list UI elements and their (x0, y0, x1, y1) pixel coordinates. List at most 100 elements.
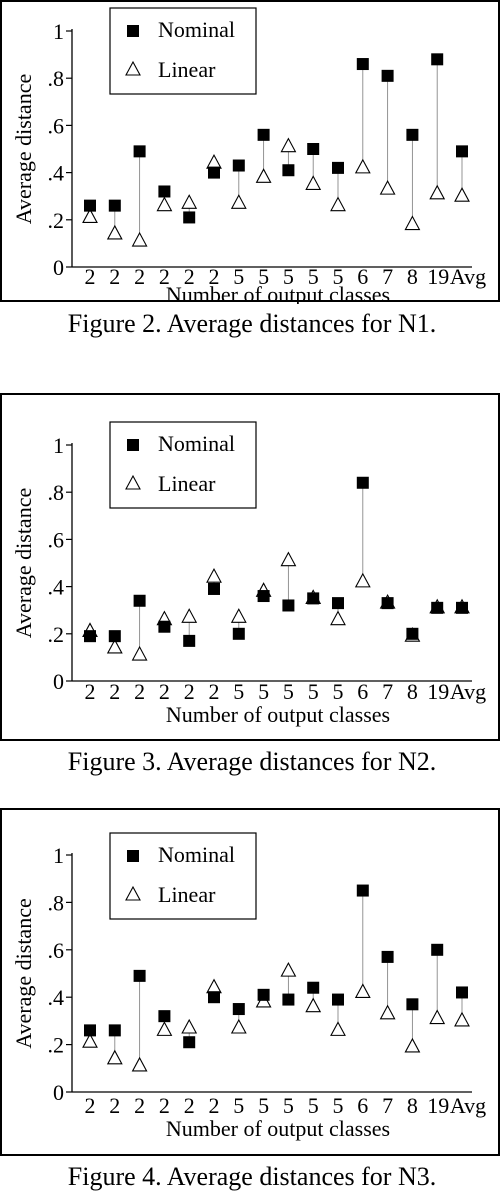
linear-point (330, 196, 346, 212)
legend: Nominal Linear (109, 421, 257, 509)
nominal-point (431, 53, 444, 66)
x-tick-label: 19 (427, 679, 449, 704)
linear-point (354, 158, 371, 174)
x-tick-label: Avg (450, 264, 486, 289)
nominal-point (332, 161, 344, 174)
linear-point (280, 551, 297, 567)
nominal-point (208, 582, 220, 595)
x-tick-label: 5 (283, 679, 294, 704)
x-tick-label: 2 (184, 679, 195, 704)
x-tick-label: 7 (382, 679, 393, 704)
x-axis-title: Number of output classes (166, 282, 390, 304)
y-tick-label: .2 (48, 1033, 65, 1058)
x-tick-label: 6 (357, 679, 368, 704)
linear-point (106, 224, 123, 240)
linear-point (230, 608, 247, 623)
nominal-point (208, 991, 220, 1004)
nominal-point (183, 634, 196, 647)
linear-point (181, 1018, 198, 1034)
x-tick-label: 2 (109, 679, 120, 704)
x-tick-label: 5 (333, 264, 344, 289)
linear-point (305, 175, 322, 190)
x-tick-label: 5 (233, 264, 244, 289)
linear-point (131, 645, 148, 661)
x-tick-label: 2 (209, 264, 220, 289)
linear-point (181, 194, 198, 209)
nominal-point (381, 950, 394, 963)
nominal-point (108, 1024, 121, 1037)
nominal-point (381, 597, 394, 610)
figure-caption: Figure 3. Average distances for N2. (67, 747, 437, 776)
y-axis-title: Average distance (11, 898, 36, 1048)
legend-nominal-marker (127, 25, 139, 37)
linear-point (106, 1049, 123, 1065)
x-tick-label: 5 (258, 264, 269, 289)
linear-point (379, 1004, 396, 1020)
x-tick-label: 2 (159, 1093, 170, 1118)
nominal-point (158, 1010, 171, 1023)
linear-point (330, 610, 346, 626)
nominal-point (456, 145, 468, 158)
x-tick-label: 2 (134, 679, 145, 704)
nominal-point (84, 199, 96, 212)
x-tick-label: 8 (407, 679, 418, 704)
nominal-point (431, 943, 444, 956)
x-tick-label: 6 (357, 1093, 368, 1118)
x-tick-label: 5 (233, 679, 244, 704)
x-tick-label: 5 (308, 1093, 319, 1118)
legend-nominal-label: Nominal (158, 17, 235, 42)
linear-point (305, 997, 322, 1013)
legend-linear-label: Linear (158, 882, 216, 907)
legend-box (109, 832, 257, 920)
legend: Nominal Linear (109, 832, 257, 920)
linear-point (106, 638, 123, 654)
chart-panel: 0.2.4.6.8 1 2 2 2 2 2 2 5 5 5 5 5 6 7 8 19 Avg Number of o… (0, 808, 500, 1156)
nominal-point (456, 986, 468, 999)
nominal-point (232, 627, 245, 640)
y-tick-label: .4 (48, 161, 65, 186)
nominal-point (307, 981, 320, 994)
x-tick-label: 2 (159, 679, 170, 704)
y-tick-label: 1 (53, 433, 64, 458)
y-tick-label: .8 (48, 480, 65, 505)
y-tick-label: .4 (48, 575, 65, 600)
figure-caption: Figure 4. Average distances for N3. (67, 1162, 437, 1191)
legend-nominal-marker (127, 439, 139, 451)
nominal-point (307, 143, 320, 155)
legend-box (109, 7, 257, 95)
x-tick-label: 2 (85, 679, 96, 704)
nominal-point (356, 58, 369, 71)
x-tick-label: 8 (407, 1093, 418, 1118)
x-tick-label: 2 (209, 1093, 220, 1118)
nominal-point (84, 630, 96, 643)
nominal-point (456, 601, 468, 614)
y-tick-label: .8 (48, 66, 65, 91)
x-tick-label: 5 (333, 1093, 344, 1118)
linear-point (354, 983, 371, 999)
linear-point (454, 1011, 470, 1027)
legend-linear-label: Linear (158, 57, 216, 82)
nominal-point (282, 599, 295, 612)
nominal-point (257, 988, 270, 1001)
y-tick-label: .2 (48, 208, 65, 233)
linear-point (230, 1018, 247, 1034)
linear-point (330, 1021, 346, 1036)
x-tick-label: 5 (283, 1093, 294, 1118)
x-tick-label: 8 (407, 264, 418, 289)
nominal-point (158, 185, 171, 198)
nominal-point (232, 1003, 245, 1016)
x-tick-label: 2 (134, 1093, 145, 1118)
x-tick-label: 2 (159, 264, 170, 289)
x-tick-label: 5 (258, 1093, 269, 1118)
nominal-point (406, 627, 419, 640)
linear-point (280, 137, 297, 153)
nominal-point (332, 597, 344, 610)
nominal-point (332, 993, 344, 1006)
x-tick-label: 2 (109, 264, 120, 289)
legend-linear-marker (125, 885, 141, 901)
linear-point (354, 572, 371, 588)
nominal-point (208, 166, 220, 179)
y-tick-label: 0 (53, 255, 64, 280)
nominal-point (356, 476, 369, 489)
